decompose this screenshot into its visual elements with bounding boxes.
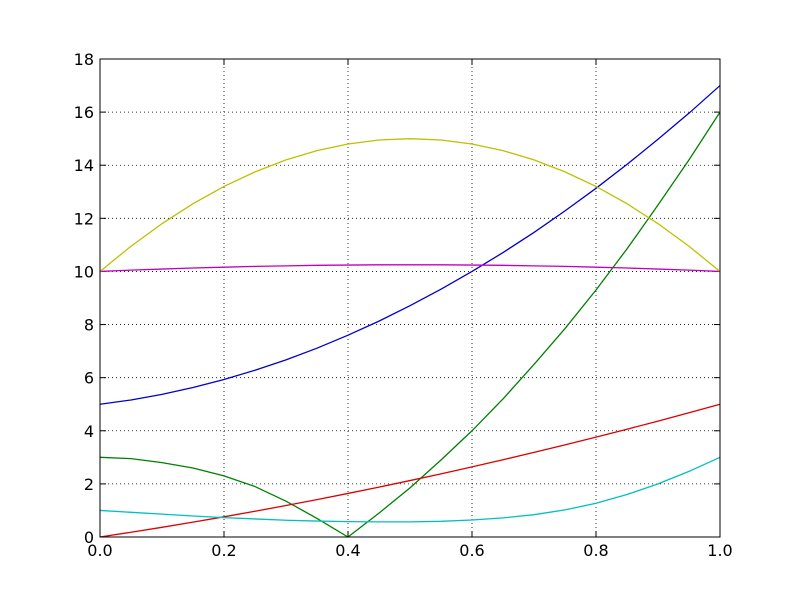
x-tick-label: 1.0 [707, 541, 732, 560]
y-tick-label: 10 [74, 262, 94, 281]
x-tick-label: 0.0 [87, 541, 112, 560]
x-tick-label: 0.8 [583, 541, 608, 560]
line-series [99, 456, 721, 523]
line-series [99, 264, 721, 273]
y-tick-label: 14 [74, 156, 94, 175]
y-tick-label: 0 [84, 528, 94, 547]
line-series [99, 138, 721, 272]
y-tick-label: 18 [74, 50, 94, 69]
y-tick-label: 2 [84, 475, 94, 494]
line-series [99, 111, 721, 538]
y-tick-label: 16 [74, 103, 94, 122]
line-series [99, 85, 721, 405]
y-tick-label: 4 [84, 422, 94, 441]
line-series [99, 403, 721, 538]
x-tick-label: 0.4 [335, 541, 360, 560]
y-tick-label: 6 [84, 369, 94, 388]
y-tick-label: 12 [74, 209, 94, 228]
x-tick-label: 0.2 [211, 541, 236, 560]
plot-frame [99, 58, 721, 538]
y-tick-label: 8 [84, 316, 94, 335]
x-tick-label: 0.6 [459, 541, 484, 560]
